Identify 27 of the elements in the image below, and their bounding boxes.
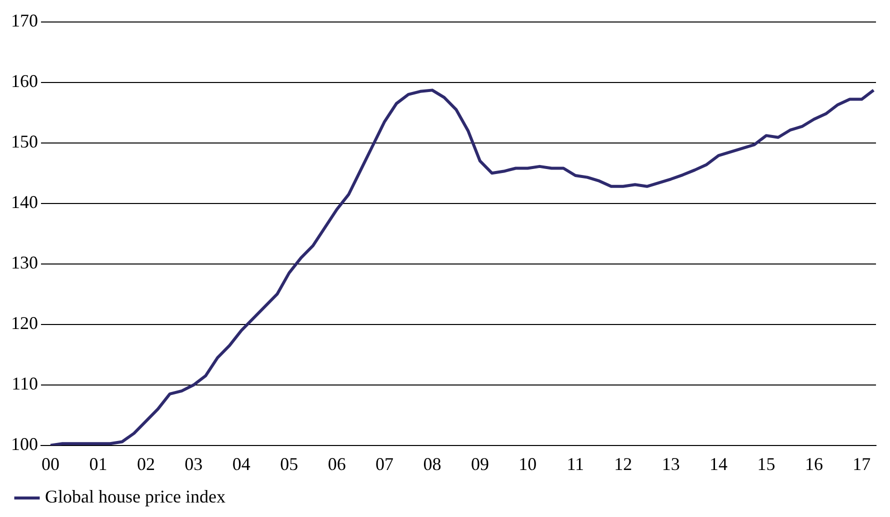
x-tick-label: 11 <box>566 454 584 474</box>
y-tick-label: 150 <box>11 132 38 152</box>
x-tick-label: 10 <box>518 454 537 474</box>
x-tick-label: 02 <box>136 454 155 474</box>
x-tick-label: 09 <box>470 454 489 474</box>
y-tick-label: 120 <box>11 313 38 334</box>
x-tick-label: 14 <box>710 454 728 474</box>
x-tick-label: 16 <box>804 454 823 474</box>
x-tick-label: 15 <box>757 454 776 474</box>
y-tick-label: 100 <box>11 434 38 454</box>
y-tick-label: 130 <box>11 252 38 273</box>
x-tick-label: 17 <box>852 454 871 474</box>
y-tick-label: 170 <box>11 10 38 31</box>
x-tick-label: 00 <box>42 454 60 474</box>
x-tick-label: 07 <box>376 454 394 474</box>
y-tick-label: 110 <box>12 374 38 394</box>
legend-label: Global house price index <box>45 486 226 507</box>
x-tick-label: 13 <box>662 454 680 474</box>
x-tick-label: 01 <box>89 454 108 474</box>
y-tick-label: 140 <box>11 192 38 212</box>
y-tick-label: 160 <box>11 71 38 92</box>
x-tick-label: 06 <box>328 454 346 474</box>
x-tick-label: 05 <box>280 454 298 474</box>
x-tick-label: 04 <box>232 454 250 474</box>
x-tick-label: 03 <box>184 454 203 474</box>
x-tick-label: 12 <box>614 454 632 474</box>
x-tick-label: 08 <box>423 454 442 474</box>
